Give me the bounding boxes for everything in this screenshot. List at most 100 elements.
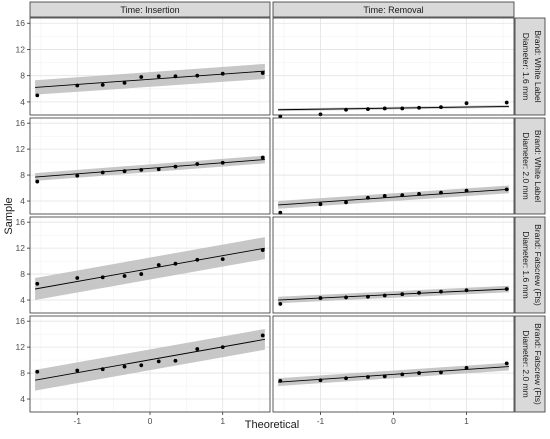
data-point	[156, 359, 161, 364]
facet-data-r1-c0	[35, 155, 265, 184]
row-strip-label-brand: Brand: Fatscrew (Fts)	[533, 323, 543, 405]
y-tick-label: 12	[16, 44, 26, 54]
data-point	[318, 202, 323, 207]
column-strip-1: Time: Removal	[272, 1, 515, 18]
data-point	[318, 112, 323, 117]
data-point	[35, 369, 40, 374]
facet-data-r0-c0	[35, 63, 265, 98]
data-point	[195, 257, 200, 262]
data-point	[139, 272, 144, 276]
data-point	[75, 173, 80, 178]
data-point	[173, 74, 178, 79]
data-point	[382, 374, 387, 379]
data-point	[417, 191, 421, 196]
panel-border	[272, 216, 515, 314]
x-tick-label: 0	[148, 416, 153, 426]
row-strip-3: Brand: Fatscrew (Fts)Diameter: 2.0 mm	[514, 315, 546, 413]
data-point	[75, 83, 80, 88]
data-point	[464, 188, 469, 193]
reference-line	[35, 159, 265, 178]
data-point	[504, 100, 509, 105]
data-point	[220, 71, 225, 76]
facet-data-r3-c1	[278, 361, 509, 387]
data-point	[318, 378, 323, 383]
y-tick-label: 8	[20, 368, 25, 378]
data-point	[366, 294, 370, 299]
data-point	[344, 200, 348, 205]
data-point	[122, 169, 127, 174]
data-point	[156, 74, 161, 79]
data-point	[439, 190, 443, 195]
row-strip-label-diameter: Diameter: 2.0 mm	[521, 330, 531, 398]
data-point	[400, 292, 405, 297]
y-tick-label: 16	[16, 118, 26, 128]
y-tick-label: 4	[20, 394, 25, 404]
reference-line	[278, 188, 509, 206]
y-tick-label: 16	[16, 18, 26, 28]
y-tick-label: 8	[20, 170, 25, 180]
data-point	[400, 193, 405, 198]
panel-border	[29, 117, 271, 215]
data-point	[220, 257, 225, 262]
data-point	[173, 261, 178, 266]
data-point	[156, 167, 161, 172]
column-strip-label: Time: Insertion	[120, 5, 179, 15]
x-tick-label: 0	[391, 416, 396, 426]
y-tick-label: 4	[20, 97, 25, 107]
strip-background	[272, 1, 515, 18]
reference-line	[278, 106, 509, 111]
data-point	[417, 371, 421, 375]
facet-data-r3-c0	[35, 328, 265, 391]
data-point	[75, 276, 80, 280]
reference-line	[35, 338, 265, 381]
data-point	[417, 105, 421, 110]
panel-border	[272, 117, 515, 215]
strip-background	[514, 17, 546, 116]
data-point	[260, 155, 265, 160]
data-point	[344, 107, 348, 112]
strip-background	[514, 315, 546, 413]
data-point	[344, 376, 348, 381]
data-point	[260, 333, 265, 338]
data-point	[417, 290, 421, 295]
reference-line	[278, 366, 509, 383]
y-tick-label: 12	[16, 342, 26, 352]
data-point	[464, 365, 469, 370]
data-point	[139, 75, 144, 79]
data-point	[195, 73, 200, 78]
data-point	[504, 361, 509, 366]
row-strip-label-diameter: Diameter: 2.0 mm	[521, 132, 531, 200]
facet-panel-r0-c1	[273, 18, 514, 116]
panel-border	[29, 17, 271, 116]
y-tick-label: 12	[16, 144, 26, 154]
data-point	[100, 367, 105, 372]
data-point	[75, 368, 80, 373]
data-point	[195, 347, 200, 351]
data-point	[439, 289, 443, 294]
x-tick-label: 1	[464, 416, 469, 426]
x-tick-label: 1	[220, 416, 225, 426]
reference-line	[35, 70, 265, 88]
y-tick-label: 4	[20, 295, 25, 305]
data-point	[439, 105, 443, 110]
data-point	[122, 80, 127, 85]
data-point	[139, 167, 144, 172]
panel-border	[29, 216, 271, 314]
data-point	[366, 375, 370, 379]
data-point	[122, 364, 127, 369]
facet-data-r0-c1	[278, 100, 509, 119]
data-point	[318, 296, 323, 300]
data-point	[439, 370, 443, 375]
row-strip-2: Brand: Fatscrew (Fts)Diameter: 1.6 mm	[514, 216, 546, 314]
data-point	[139, 363, 144, 368]
data-point	[100, 170, 105, 175]
data-point	[344, 295, 348, 300]
row-strip-label-brand: Brand: White Label	[533, 30, 543, 102]
y-tick-label: 4	[20, 196, 25, 206]
data-point	[35, 179, 40, 184]
y-tick-label: 16	[16, 217, 26, 227]
strip-background	[514, 117, 546, 215]
